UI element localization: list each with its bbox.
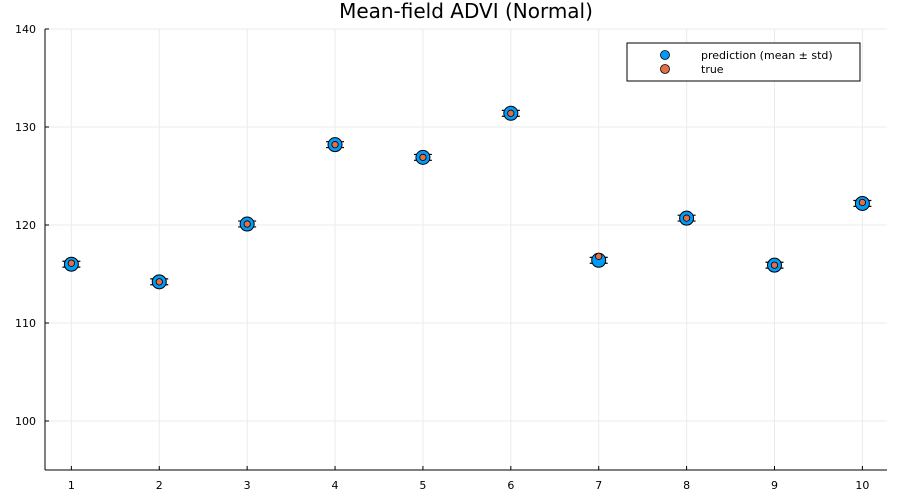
true-point xyxy=(331,141,339,149)
legend-label: true xyxy=(701,63,724,76)
true-point xyxy=(67,259,75,267)
true-point xyxy=(770,261,779,269)
axis-layer: 1 2 3 4 5 6 7 8 9 10 100 110 120 130 140 xyxy=(15,23,887,492)
marks-layer xyxy=(62,105,872,290)
y-tick-label: 120 xyxy=(15,219,36,232)
true-point xyxy=(595,252,603,260)
true-point xyxy=(419,153,427,161)
x-tick-label: 2 xyxy=(156,479,163,492)
x-tick-label: 5 xyxy=(419,479,426,492)
legend-label: prediction (mean ± std) xyxy=(701,49,833,62)
x-tick-label: 7 xyxy=(595,479,602,492)
x-tick-label: 4 xyxy=(332,479,339,492)
legend: prediction (mean ± std)true xyxy=(626,42,861,82)
x-tick-label: 8 xyxy=(683,479,690,492)
chart-title: Mean-field ADVI (Normal) xyxy=(339,0,593,23)
true-point xyxy=(858,198,866,207)
true-point xyxy=(683,214,691,222)
grid-layer xyxy=(45,28,887,470)
true-point xyxy=(243,220,251,228)
legend-box xyxy=(626,42,861,82)
x-tick-label: 6 xyxy=(507,479,514,492)
y-tick-label: 130 xyxy=(15,121,36,134)
y-tick-label: 110 xyxy=(15,317,36,330)
x-tick-label: 3 xyxy=(244,479,251,492)
x-tick-label: 1 xyxy=(68,479,75,492)
legend-marker xyxy=(660,50,670,60)
legend-marker xyxy=(660,64,670,74)
x-tick-label: 10 xyxy=(855,479,869,492)
x-tick-label: 9 xyxy=(771,479,778,492)
true-point xyxy=(507,109,515,117)
y-tick-label: 140 xyxy=(15,23,36,36)
y-tick-label: 100 xyxy=(15,415,36,428)
true-point xyxy=(155,278,163,286)
